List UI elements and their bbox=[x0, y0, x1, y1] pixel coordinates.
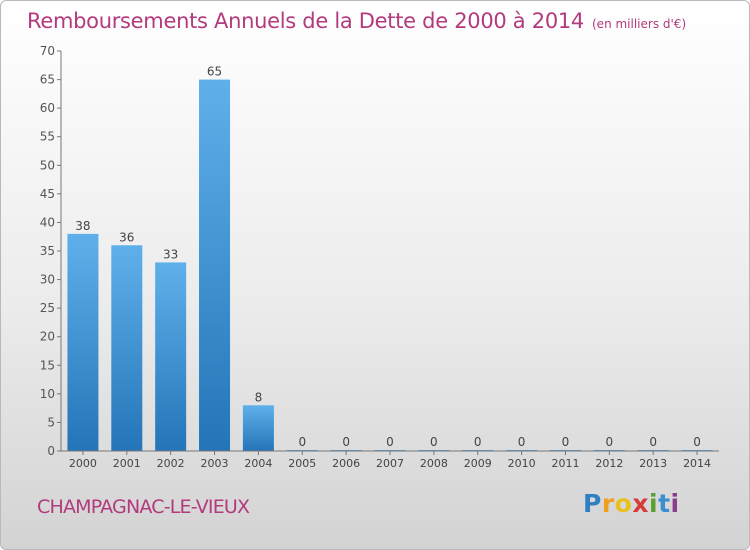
chart-title: Remboursements Annuels de la Dette de 20… bbox=[27, 9, 686, 33]
y-tick-label: 15 bbox=[40, 358, 55, 372]
y-tick-label: 70 bbox=[40, 44, 55, 58]
y-tick-label: 35 bbox=[40, 244, 55, 258]
bar bbox=[155, 262, 187, 451]
bar-value-label: 8 bbox=[255, 390, 263, 404]
bar-value-label: 0 bbox=[298, 435, 306, 449]
y-tick-label: 10 bbox=[40, 387, 55, 401]
logo-letter: i bbox=[649, 489, 659, 518]
x-tick-label: 2008 bbox=[420, 457, 448, 470]
logo-letter: t bbox=[658, 489, 671, 518]
y-tick-label: 60 bbox=[40, 101, 55, 115]
y-tick-label: 25 bbox=[40, 301, 55, 315]
bar bbox=[199, 79, 231, 452]
bar-value-label: 36 bbox=[119, 230, 134, 244]
x-tick-label: 2014 bbox=[683, 457, 711, 470]
bar-value-label: 65 bbox=[207, 65, 222, 79]
bar bbox=[67, 233, 99, 451]
x-tick-label: 2004 bbox=[244, 457, 272, 470]
y-tick-label: 30 bbox=[40, 273, 55, 287]
x-tick-label: 2000 bbox=[69, 457, 97, 470]
x-tick-label: 2002 bbox=[157, 457, 185, 470]
x-tick-label: 2009 bbox=[464, 457, 492, 470]
x-tick-label: 2001 bbox=[113, 457, 141, 470]
logo-letter: o bbox=[614, 489, 633, 518]
logo-letter: P bbox=[583, 489, 602, 518]
y-tick-label: 50 bbox=[40, 158, 55, 172]
bar bbox=[242, 405, 274, 451]
x-tick-label: 2011 bbox=[551, 457, 579, 470]
x-tick-label: 2003 bbox=[201, 457, 229, 470]
x-tick-label: 2012 bbox=[595, 457, 623, 470]
y-tick-label: 55 bbox=[40, 130, 55, 144]
bar bbox=[111, 245, 143, 451]
y-tick-label: 40 bbox=[40, 215, 55, 229]
x-tick-label: 2006 bbox=[332, 457, 360, 470]
x-tick-label: 2010 bbox=[508, 457, 536, 470]
chart-subtitle: (en milliers d'€) bbox=[592, 17, 687, 31]
bar-value-label: 0 bbox=[693, 435, 701, 449]
y-tick-label: 5 bbox=[47, 415, 55, 429]
logo-letter: r bbox=[601, 489, 615, 518]
bar-value-label: 0 bbox=[606, 435, 614, 449]
x-tick-label: 2007 bbox=[376, 457, 404, 470]
y-tick-label: 20 bbox=[40, 330, 55, 344]
bars: 38 36 33 65 8 0 0 0 0 0 0 0 0 0 0 bbox=[67, 65, 713, 452]
bar-value-label: 0 bbox=[430, 435, 438, 449]
bar-value-label: 0 bbox=[649, 435, 657, 449]
x-tick-label: 2013 bbox=[639, 457, 667, 470]
chart-title-text: Remboursements Annuels de la Dette de 20… bbox=[27, 9, 584, 33]
logo-letter: x bbox=[632, 489, 649, 518]
y-axis: 0 5 10 15 20 25 30 35 40 45 50 55 60 65 70 bbox=[40, 44, 62, 458]
y-tick-label: 45 bbox=[40, 187, 55, 201]
commune-name: CHAMPAGNAC-LE-VIEUX bbox=[37, 496, 250, 518]
logo-letter: i bbox=[670, 489, 680, 518]
x-tick-label: 2005 bbox=[288, 457, 316, 470]
bar-value-label: 0 bbox=[386, 435, 394, 449]
bar-value-label: 0 bbox=[518, 435, 526, 449]
y-tick-label: 65 bbox=[40, 73, 55, 87]
bar-value-label: 0 bbox=[474, 435, 482, 449]
bar-value-label: 33 bbox=[163, 247, 178, 261]
proxiti-logo: Proxiti bbox=[583, 489, 680, 518]
bar-value-label: 0 bbox=[562, 435, 570, 449]
bar-value-label: 38 bbox=[75, 219, 90, 233]
y-tick-label: 0 bbox=[47, 444, 55, 458]
bar-value-label: 0 bbox=[342, 435, 350, 449]
x-axis: 2000 2001 2002 2003 2004 2005 2006 2007 2008 2009… bbox=[61, 450, 719, 470]
